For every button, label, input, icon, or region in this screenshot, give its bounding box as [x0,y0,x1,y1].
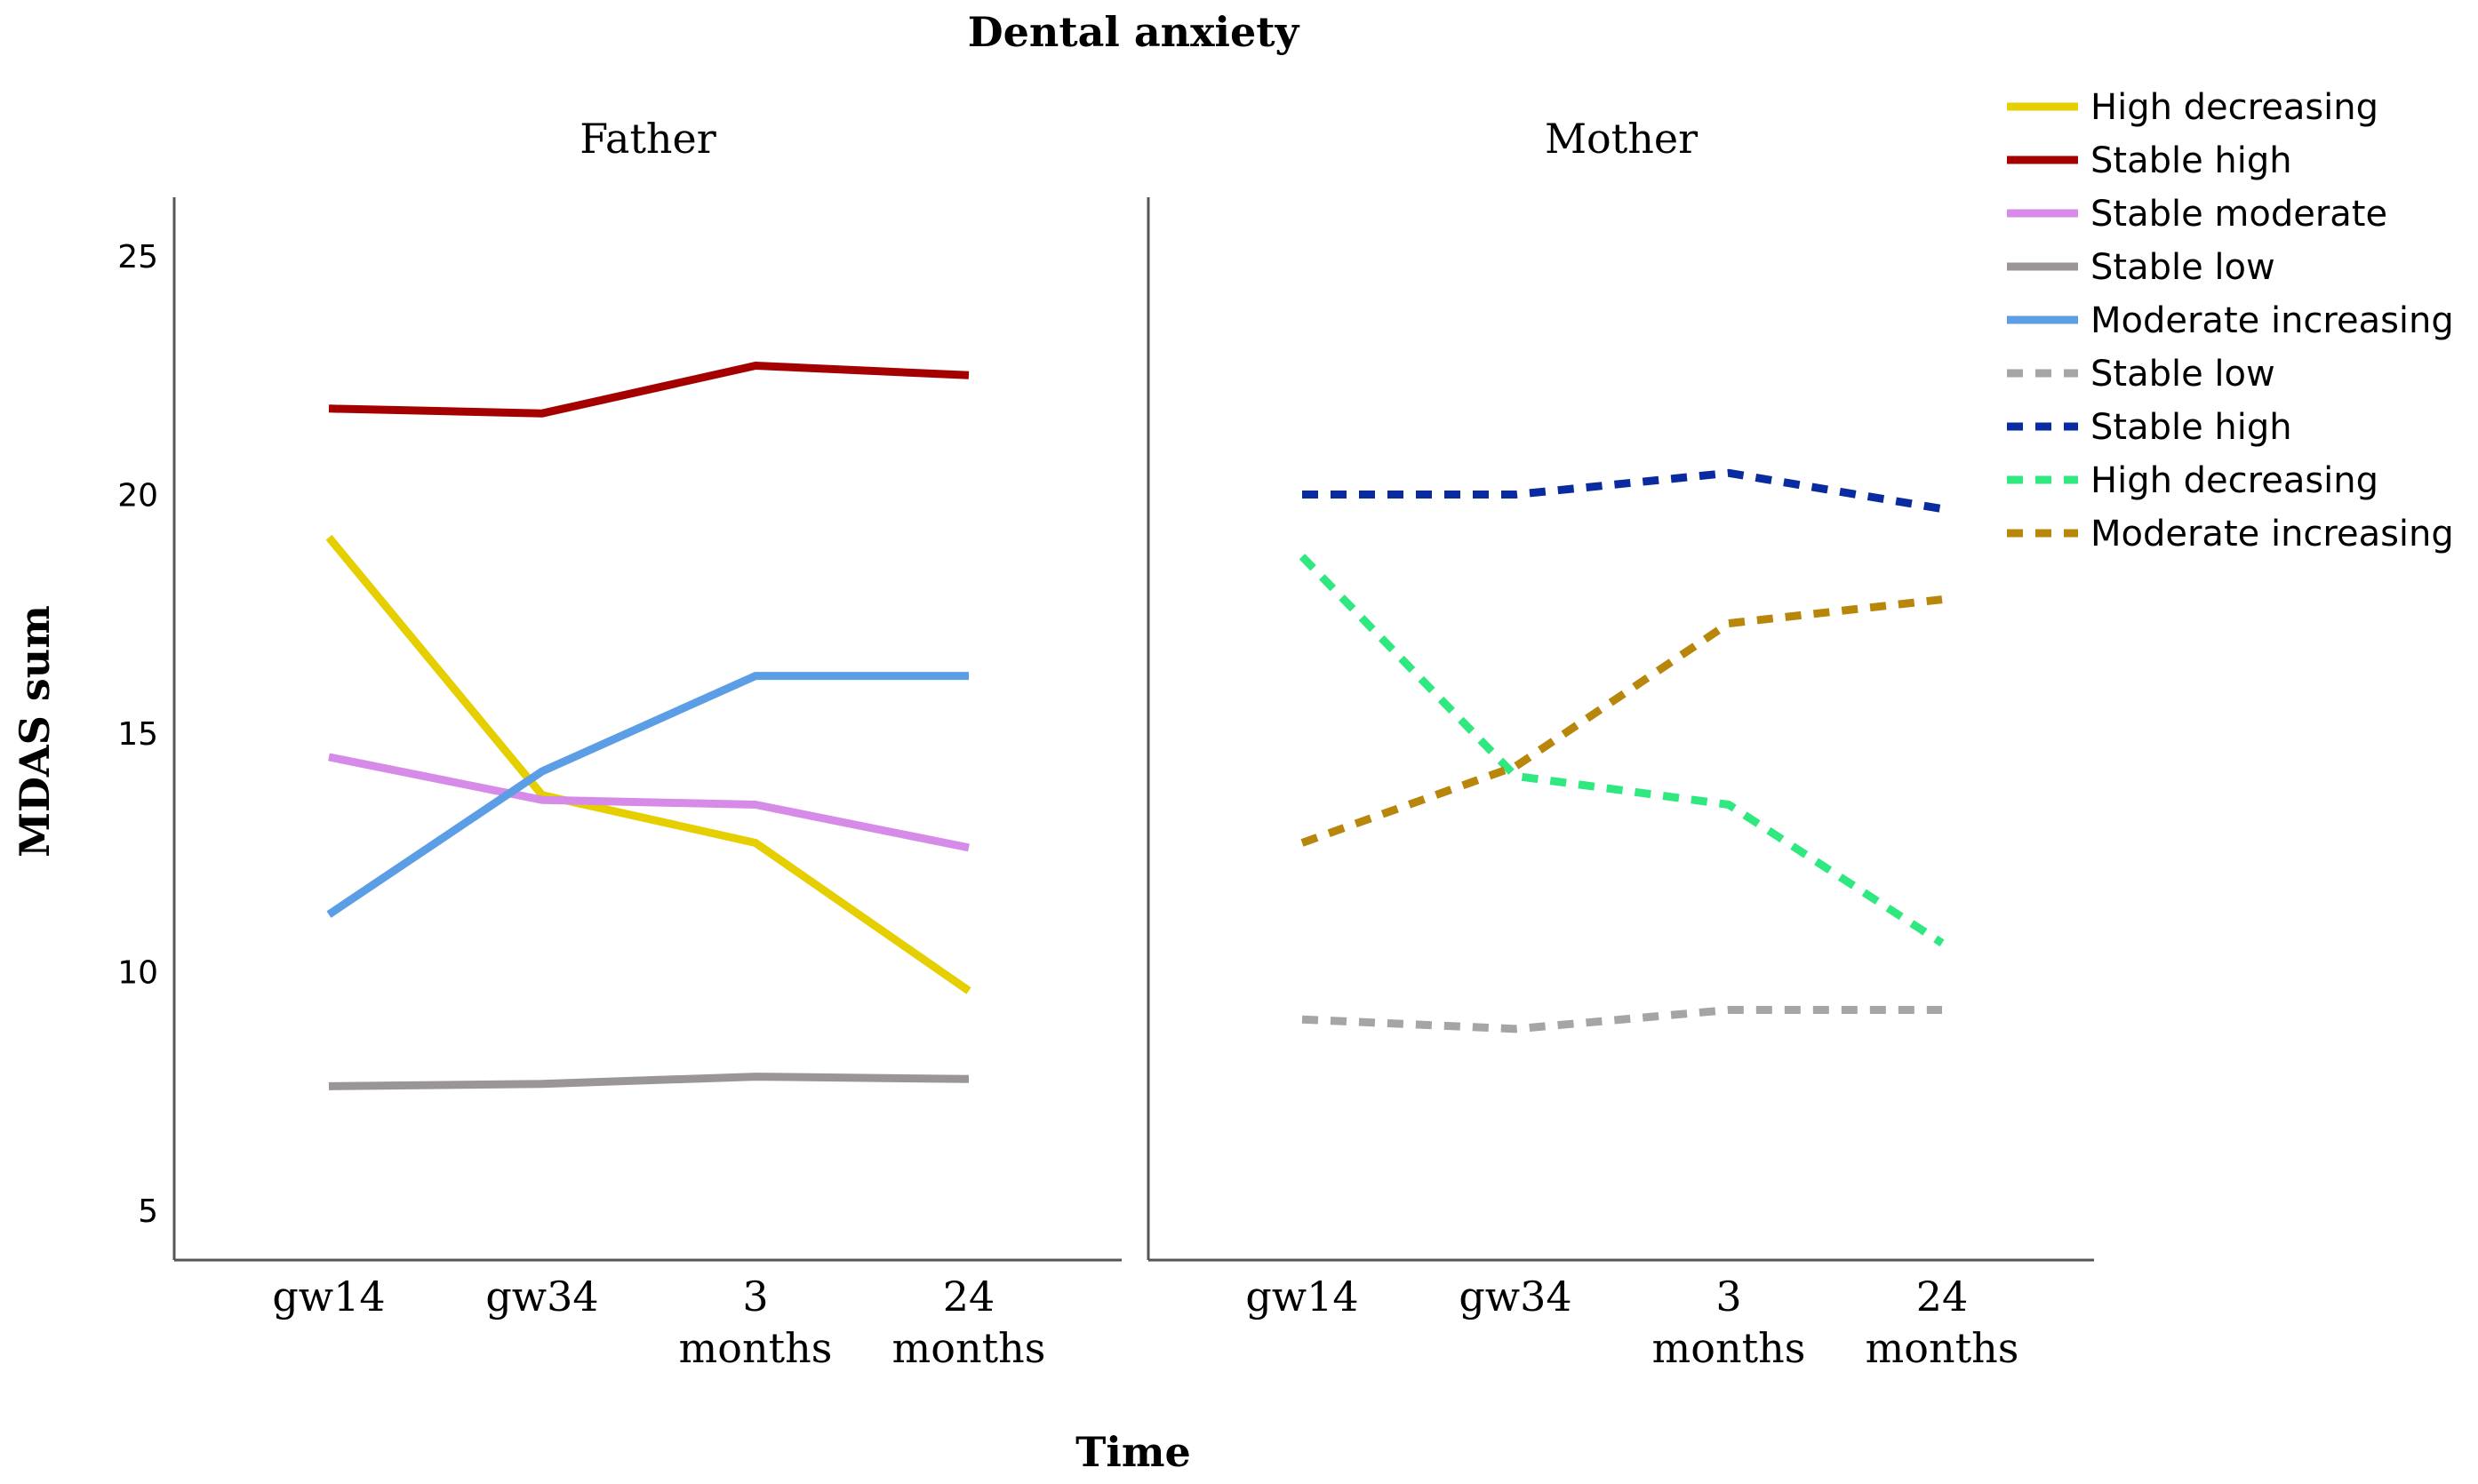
x-tick-label-line2: months [1652,1324,1806,1372]
series-line-mother-stable-low [1301,1006,1942,1033]
y-tick-label: 10 [117,955,158,992]
x-tick-label: 24 [943,1273,995,1320]
x-tick-label: gw14 [1245,1273,1358,1320]
legend-item: Stable high [2007,140,2292,181]
x-axis-title: Time [1075,1428,1191,1476]
panel-title-mother: Mother [1545,115,1698,163]
x-tick-label: 24 [1916,1273,1969,1320]
series-line-father-high-decreasing [325,534,971,994]
series-line-father-stable-high [328,362,970,418]
chart-legend: High decreasing Stable high Stable moderat… [2007,87,2454,555]
x-tick-label: gw34 [485,1273,598,1320]
legend-label: Stable high [2090,407,2292,448]
x-tick-label: 3 [742,1273,768,1320]
series-line-mother-stable-high [1302,468,1943,514]
series-line-mother-high-decreasing [1299,554,1945,947]
legend-item: High decreasing [2007,460,2378,501]
panel-title-father: Father [580,115,716,163]
x-tick-label-line2: months [1866,1324,2019,1372]
y-tick-label: 15 [117,716,158,753]
legend-item: Moderate increasing [2007,300,2454,341]
chart-title: Dental anxiety [968,8,1300,56]
legend-label: Stable moderate [2090,194,2387,235]
x-tick-label: gw34 [1459,1273,1571,1320]
legend-item: Stable moderate [2007,194,2387,235]
y-tick-label: 25 [117,239,158,275]
x-tick-label: 3 [1715,1273,1741,1320]
legend-item: Stable low [2007,247,2275,288]
legend-label: Moderate increasing [2090,300,2454,341]
legend-label: Stable low [2090,247,2275,288]
y-tick-label: 5 [138,1193,158,1230]
legend-item: Moderate increasing [2007,514,2454,555]
series-line-father-stable-low [328,1073,970,1090]
legend-item: Stable low [2007,354,2275,395]
legend-label: High decreasing [2090,87,2378,128]
legend-label: Stable low [2090,354,2275,395]
legend-label: High decreasing [2090,460,2378,501]
legend-item: High decreasing [2007,87,2378,128]
legend-label: Stable high [2090,140,2292,181]
x-tick-label: gw14 [272,1273,385,1320]
legend-label: Moderate increasing [2090,514,2454,555]
series-line-father-moderate-increasing [326,672,969,918]
x-tick-label-line2: months [679,1324,833,1372]
y-tick-label: 20 [117,478,158,515]
y-axis-title: MDAS sum [11,605,59,858]
series-line-mother-moderate-increasing [1300,595,1943,847]
x-tick-label-line2: months [892,1324,1046,1372]
legend-item: Stable high [2007,407,2292,448]
series-line-father-stable-moderate [328,753,970,852]
